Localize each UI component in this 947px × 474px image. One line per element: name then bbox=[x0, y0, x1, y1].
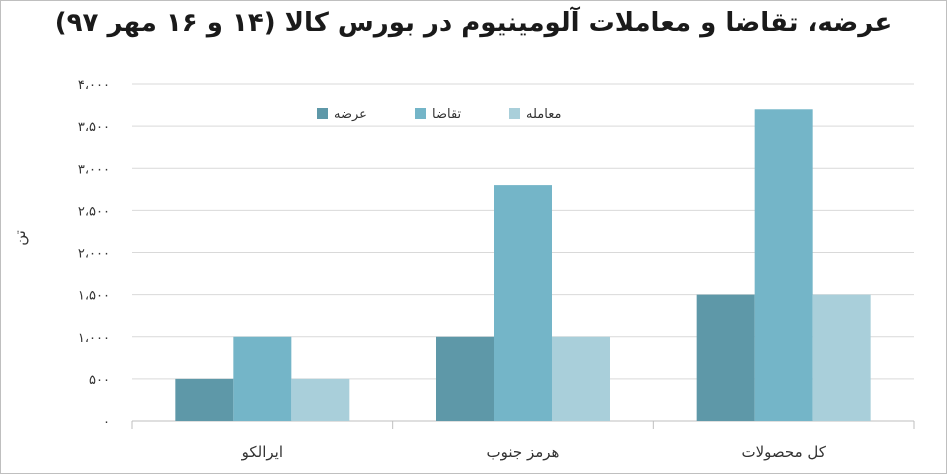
y-tick-label: ۱،۵۰۰ bbox=[78, 289, 110, 304]
bar-0-1 bbox=[233, 336, 292, 421]
legend-label: تقاضا bbox=[432, 107, 462, 122]
bar-1-1 bbox=[494, 185, 552, 421]
y-tick-label: ۳،۵۰۰ bbox=[78, 120, 110, 135]
y-tick-label: ۲،۵۰۰ bbox=[78, 204, 110, 219]
legend-swatch bbox=[317, 108, 328, 119]
bar-0-2 bbox=[291, 378, 350, 421]
y-tick-label: ۴،۰۰۰ bbox=[78, 78, 110, 93]
y-tick-label: ۵۰۰ bbox=[89, 373, 110, 388]
y-tick-label: ۳،۰۰۰ bbox=[78, 162, 110, 177]
bar-0-0 bbox=[175, 378, 234, 421]
bar-2-1 bbox=[754, 109, 813, 422]
x-tick-label: ایرالکو bbox=[241, 443, 283, 461]
bar-2-0 bbox=[696, 294, 755, 421]
bar-1-0 bbox=[436, 336, 494, 421]
y-tick-label: ۲،۰۰۰ bbox=[78, 247, 110, 262]
x-tick-label: هرمز جنوب bbox=[487, 443, 560, 461]
y-tick-label: ۱،۰۰۰ bbox=[78, 331, 110, 346]
x-tick-label: کل محصولات bbox=[741, 443, 826, 461]
legend-label: عرضه bbox=[334, 107, 367, 122]
bar-1-2 bbox=[552, 336, 610, 421]
chart-title: عرضه، تقاضا و معاملات آلومینیوم در بورس … bbox=[54, 8, 893, 38]
legend-label: معامله bbox=[526, 107, 561, 122]
bar-2-2 bbox=[812, 294, 871, 421]
y-tick-label: ۰ bbox=[103, 415, 110, 430]
legend-swatch bbox=[415, 108, 426, 119]
legend-swatch bbox=[509, 108, 520, 119]
